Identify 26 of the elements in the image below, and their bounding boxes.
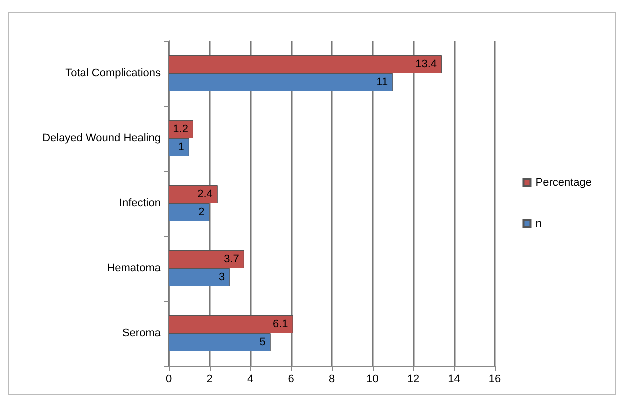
data-label: 11 (376, 76, 388, 88)
y-tick-label: Seroma (122, 328, 162, 340)
legend-label: Percentage (536, 177, 592, 189)
y-tick-label: Total Complications (66, 68, 162, 80)
x-tick-label: 14 (448, 374, 460, 386)
x-tick-label: 10 (366, 374, 379, 386)
x-tick-label: 0 (166, 374, 172, 386)
x-tick-label: 4 (247, 374, 254, 386)
data-label: 1 (178, 142, 184, 154)
x-tick-label: 12 (407, 374, 420, 386)
data-label: 3.7 (224, 254, 240, 266)
x-tick-label: 6 (288, 374, 294, 386)
data-label: 13.4 (416, 58, 438, 70)
data-label: 2.4 (198, 188, 213, 200)
data-label: 5 (260, 336, 266, 348)
data-label: 2 (198, 206, 205, 218)
y-tick-label: Infection (119, 198, 161, 210)
data-label: 3 (219, 272, 226, 284)
x-tick-label: 8 (328, 374, 336, 386)
x-tick-label: 16 (488, 374, 502, 386)
x-tick-label: 2 (206, 374, 213, 386)
data-label: 6.1 (272, 318, 288, 330)
legend-label: n (536, 218, 542, 230)
y-tick-label: Hematoma (107, 262, 162, 274)
data-label: 1.2 (173, 124, 188, 136)
y-tick-label: Delayed Wound Healing (42, 132, 161, 144)
